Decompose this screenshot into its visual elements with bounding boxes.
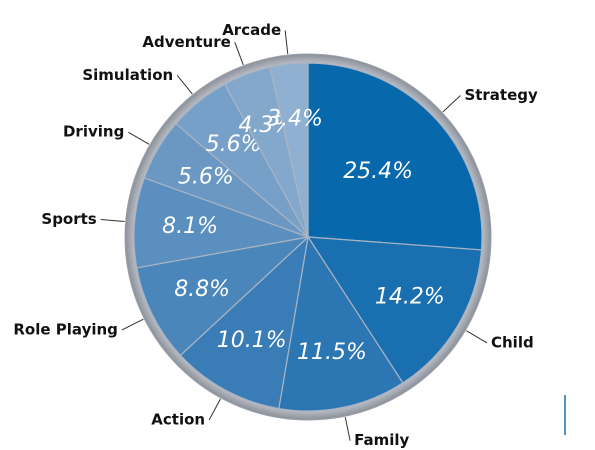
leader-line bbox=[466, 330, 488, 344]
pie-slice bbox=[179, 235, 309, 410]
category-label: Child bbox=[491, 333, 534, 351]
value-label: 5.6% bbox=[178, 164, 234, 189]
category-label: Adventure bbox=[142, 33, 230, 51]
category-label: Driving bbox=[63, 123, 124, 141]
value-label: 14.2% bbox=[375, 284, 445, 309]
category-label: Arcade bbox=[222, 21, 281, 39]
leader-line bbox=[176, 74, 193, 95]
pie-slice bbox=[136, 236, 310, 357]
value-label: 5.6% bbox=[206, 132, 262, 157]
category-label: Role Playing bbox=[13, 320, 118, 338]
category-label: Simulation bbox=[82, 66, 173, 84]
pie-slice bbox=[306, 236, 483, 384]
pie-slice bbox=[307, 62, 483, 251]
value-label: 3.4% bbox=[267, 106, 323, 131]
value-label: 11.5% bbox=[297, 340, 367, 365]
pie-slice bbox=[269, 62, 309, 238]
leader-line bbox=[100, 219, 125, 223]
value-label: 25.4% bbox=[343, 159, 413, 184]
pie-slice bbox=[278, 235, 404, 412]
value-label: 8.1% bbox=[162, 214, 218, 239]
category-label: Action bbox=[151, 410, 205, 428]
leader-line bbox=[284, 30, 289, 55]
leader-line bbox=[234, 42, 244, 65]
category-label: Strategy bbox=[464, 86, 538, 104]
leader-line bbox=[128, 131, 150, 145]
pie-slice bbox=[133, 177, 311, 269]
value-label: 8.8% bbox=[174, 277, 230, 302]
category-label: Family bbox=[354, 431, 409, 449]
leader-line bbox=[208, 398, 221, 421]
category-label: Sports bbox=[41, 210, 96, 228]
leader-line bbox=[344, 417, 351, 441]
leader-line bbox=[442, 95, 461, 113]
leader-line bbox=[121, 318, 144, 331]
value-label: 10.1% bbox=[217, 328, 287, 353]
